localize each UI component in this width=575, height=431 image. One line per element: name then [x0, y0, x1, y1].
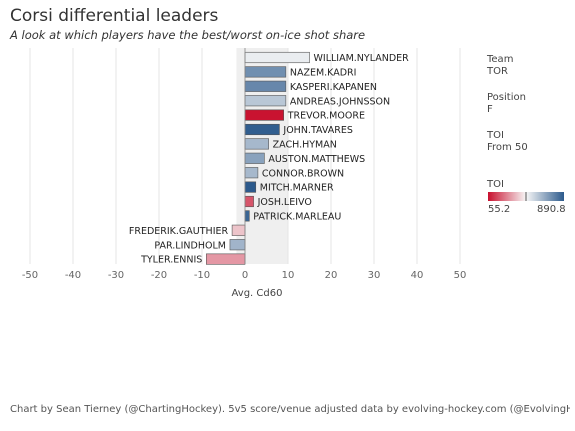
position-label: Position: [487, 92, 526, 103]
player-label: WILLIAM.NYLANDER: [314, 53, 410, 64]
legend-min-value: 55.2: [488, 204, 511, 215]
x-tick-label: 40: [411, 270, 424, 281]
player-label: TYLER.ENNIS: [140, 255, 202, 266]
bar: [244, 138, 269, 150]
legend-max-value: 890.8: [537, 204, 566, 215]
player-label: NAZEM.KADRI: [290, 68, 357, 79]
bar: [229, 239, 246, 251]
x-tick-label: -10: [194, 270, 210, 281]
bar: [244, 66, 287, 78]
x-tick-label: 50: [454, 270, 467, 281]
x-tick-label: 0: [242, 270, 248, 281]
player-label: PAR.LINDHOLM: [154, 240, 226, 251]
bar: [244, 109, 285, 121]
chart-title: Corsi differential leaders: [10, 6, 219, 26]
x-tick-label: 20: [325, 270, 338, 281]
player-label: CONNOR.BROWN: [262, 168, 344, 179]
player-label: FREDERIK.GAUTHIER: [129, 226, 229, 237]
player-label: ANDREAS.JOHNSSON: [290, 96, 390, 107]
x-tick-label: -50: [22, 270, 38, 281]
x-tick-label: -30: [108, 270, 124, 281]
chart-credit: Chart by Sean Tierney (@ChartingHockey).…: [10, 404, 570, 415]
bar: [244, 80, 287, 92]
bar: [231, 224, 246, 236]
toi-label: TOI: [487, 130, 504, 141]
team-label: Team: [487, 54, 514, 65]
player-label: PATRICK.MARLEAU: [253, 212, 341, 223]
toi-value: From 50: [487, 142, 528, 153]
bar: [244, 167, 259, 179]
player-label: ZACH.HYMAN: [273, 140, 337, 151]
team-filter[interactable]: Team TOR: [487, 54, 513, 78]
x-tick-label: -40: [65, 270, 81, 281]
x-tick-label: 30: [368, 270, 381, 281]
player-label: TREVOR.MOORE: [287, 111, 365, 122]
bar: [244, 210, 250, 222]
bar: [244, 195, 254, 208]
bar: [244, 181, 257, 193]
player-label: JOHN.TAVARES: [282, 125, 353, 136]
toi-filter[interactable]: TOI From 50: [487, 130, 528, 154]
player-label: MITCH.MARNER: [260, 183, 334, 194]
bar: [244, 95, 287, 107]
toi-color-legend: [488, 192, 564, 201]
bar: [244, 51, 310, 64]
chart-subtitle: A look at which players have the best/wo…: [10, 28, 366, 42]
player-label: KASPERI.KAPANEN: [290, 82, 377, 93]
bar: [206, 253, 246, 265]
player-label: AUSTON.MATTHEWS: [268, 154, 365, 165]
position-filter[interactable]: Position F: [487, 92, 526, 116]
x-axis-label: Avg. Cd60: [232, 288, 283, 299]
x-tick-label: 10: [282, 270, 295, 281]
x-tick-label: -20: [151, 270, 167, 281]
legend-title: TOI: [487, 179, 504, 190]
team-value: TOR: [487, 66, 508, 77]
bar: [244, 123, 280, 136]
bar: [244, 152, 265, 164]
player-label: JOSH.LEIVO: [257, 197, 312, 208]
position-value: F: [487, 104, 493, 115]
